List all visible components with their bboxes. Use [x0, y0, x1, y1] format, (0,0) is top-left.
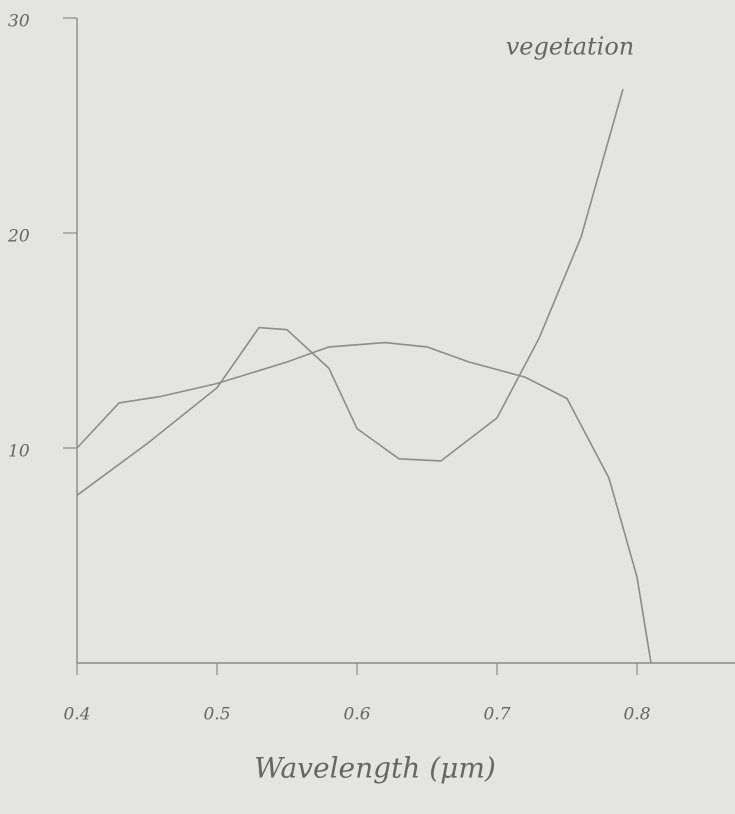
- series-line: [76, 341, 652, 664]
- x-tick-label: 0.4: [63, 705, 90, 725]
- x-tick-label: 0.6: [343, 705, 370, 725]
- y-tick-label: 10: [8, 442, 30, 462]
- y-tick-label: 20: [7, 227, 30, 247]
- y-tick-label: 30: [8, 12, 30, 32]
- x-tick-label: 0.7: [483, 705, 510, 725]
- series-label: vegetation: [506, 33, 635, 61]
- x-tick-label: 0.5: [203, 705, 230, 725]
- series-line: [76, 88, 624, 496]
- x-tick-label: 0.8: [623, 705, 650, 725]
- x-axis-label: Wavelength (μm): [254, 752, 496, 785]
